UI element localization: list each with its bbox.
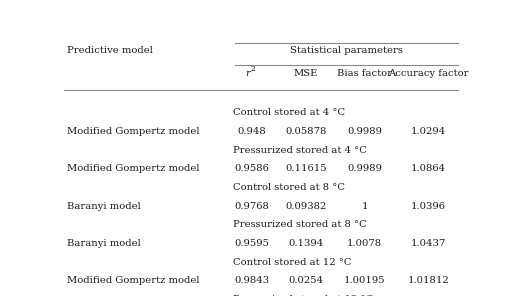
Text: 1.0078: 1.0078 (347, 239, 382, 248)
Text: 0.9989: 0.9989 (347, 164, 382, 173)
Text: 1.0294: 1.0294 (410, 127, 446, 136)
Text: 1.0437: 1.0437 (410, 239, 446, 248)
Text: Modified Gompertz model: Modified Gompertz model (67, 127, 200, 136)
Text: Accuracy factor: Accuracy factor (388, 69, 468, 78)
Text: 1.01812: 1.01812 (407, 276, 449, 285)
Text: 0.09382: 0.09382 (285, 202, 326, 211)
Text: Pressurized stored at 8 °C: Pressurized stored at 8 °C (233, 220, 367, 229)
Text: Statistical parameters: Statistical parameters (290, 46, 403, 55)
Text: Baranyi model: Baranyi model (67, 202, 140, 211)
Text: Control stored at 8 °C: Control stored at 8 °C (233, 183, 345, 192)
Text: 0.0254: 0.0254 (288, 276, 323, 285)
Text: 0.9586: 0.9586 (235, 164, 270, 173)
Text: Modified Gompertz model: Modified Gompertz model (67, 276, 200, 285)
Text: Predictive model: Predictive model (67, 46, 153, 55)
Text: Bias factor: Bias factor (337, 69, 392, 78)
Text: Control stored at 12 °C: Control stored at 12 °C (233, 258, 352, 267)
Text: r: r (245, 69, 250, 78)
Text: 2: 2 (250, 65, 256, 73)
Text: Control stored at 4 °C: Control stored at 4 °C (233, 108, 346, 117)
Text: Pressurized stored at 12 °C: Pressurized stored at 12 °C (233, 295, 374, 296)
Text: 1.00195: 1.00195 (344, 276, 385, 285)
Text: 1.0864: 1.0864 (411, 164, 446, 173)
Text: Baranyi model: Baranyi model (67, 239, 140, 248)
Text: 1.0396: 1.0396 (411, 202, 445, 211)
Text: 0.9989: 0.9989 (347, 127, 382, 136)
Text: 0.1394: 0.1394 (288, 239, 323, 248)
Text: 0.948: 0.948 (238, 127, 267, 136)
Text: 0.11615: 0.11615 (285, 164, 327, 173)
Text: MSE: MSE (294, 69, 318, 78)
Text: 0.9595: 0.9595 (235, 239, 270, 248)
Text: Pressurized stored at 4 °C: Pressurized stored at 4 °C (233, 146, 367, 155)
Text: 0.9843: 0.9843 (235, 276, 270, 285)
Text: 1: 1 (361, 202, 368, 211)
Text: 0.05878: 0.05878 (285, 127, 326, 136)
Text: Modified Gompertz model: Modified Gompertz model (67, 164, 200, 173)
Text: 0.9768: 0.9768 (235, 202, 270, 211)
